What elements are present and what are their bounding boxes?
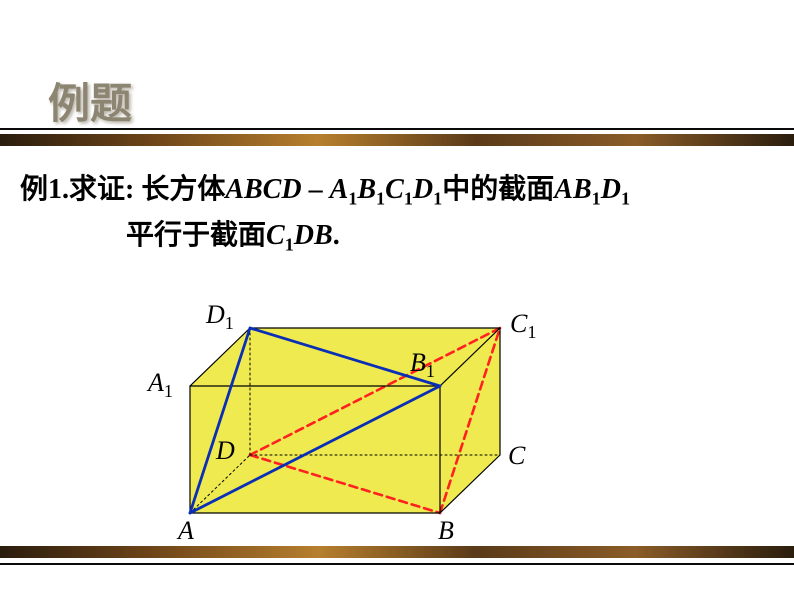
label-A: A <box>178 516 194 546</box>
problem-line-1: 例1.求证: 长方体ABCD – A1B1C1D1中的截面AB1D1 <box>20 168 780 214</box>
label-B1: B1 <box>410 348 435 382</box>
label-C1: C1 <box>510 309 536 343</box>
txt-dash: – <box>302 174 330 205</box>
txt-prefix: 例1.求证: 长方体 <box>20 174 225 205</box>
txt-D1: D1 <box>413 174 442 205</box>
cuboid-svg <box>140 288 560 548</box>
slide-title: 例题 <box>48 70 132 131</box>
txt-plane1: AB1D1 <box>554 174 630 205</box>
txt-A1: A1 <box>330 174 358 205</box>
label-A1: A1 <box>148 368 173 402</box>
label-B: B <box>438 516 454 546</box>
txt-mid: 中的截面 <box>442 174 554 205</box>
problem-statement: 例1.求证: 长方体ABCD – A1B1C1D1中的截面AB1D1 平行于截面… <box>20 168 780 259</box>
txt-B1: B1 <box>357 174 385 205</box>
txt-solid-front: ABCD <box>225 174 301 205</box>
label-C: C <box>508 441 525 471</box>
txt-plane2: C1DB <box>266 220 333 251</box>
txt-C1: C1 <box>385 174 413 205</box>
txt-line2-prefix: 平行于截面 <box>126 220 266 251</box>
rule-top <box>0 126 794 150</box>
label-D1: D1 <box>206 300 234 334</box>
problem-line-2: 平行于截面C1DB. <box>126 214 780 260</box>
txt-period: . <box>333 220 340 251</box>
cuboid-diagram: D1 C1 A1 B1 D C A B <box>140 288 560 548</box>
label-D: D <box>216 436 235 466</box>
